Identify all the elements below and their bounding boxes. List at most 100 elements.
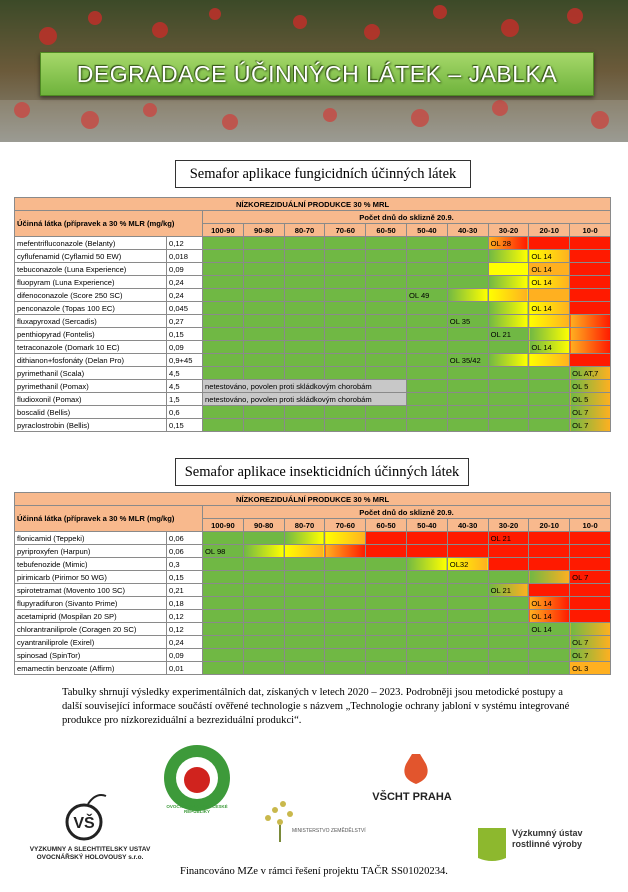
- column-header: 50-40: [405, 223, 448, 237]
- semaphore-cell: [202, 301, 244, 315]
- semaphore-cell: [242, 544, 285, 558]
- semaphore-cell: OL32: [446, 557, 489, 571]
- semaphore-cell: [528, 288, 571, 302]
- logo-text: VÝZKUMNÝ A ŠLECHTITELSKÝ ÚSTAV OVOCNÁŘSK…: [29, 846, 151, 861]
- semaphore-cell: [324, 583, 367, 597]
- semaphore-cell: [569, 557, 612, 571]
- semaphore-cell: [242, 288, 285, 302]
- semaphore-cell: [405, 353, 448, 367]
- row: tetraconazole (Domark 10 EC) 0,09 OL 14: [14, 340, 612, 354]
- semaphore-cell: [446, 379, 489, 393]
- semaphore-cell: [487, 301, 530, 315]
- semaphore-cell: [446, 583, 489, 597]
- semaphore-cell: [487, 622, 530, 636]
- semaphore-cell: OL 14: [528, 340, 571, 354]
- semaphore-cell: [324, 262, 367, 276]
- semaphore-cell: OL 98: [202, 544, 244, 558]
- semaphore-cell: [569, 596, 612, 610]
- row: tebufenozide (Mimic) 0,3 OL32: [14, 557, 612, 571]
- semaphore-cell: [324, 301, 367, 315]
- mrl-value: 4,5: [166, 366, 203, 380]
- semaphore-cell: [446, 327, 489, 341]
- semaphore-cell: [528, 583, 571, 597]
- semaphore-cell: [324, 353, 367, 367]
- semaphore-cell: OL 14: [528, 249, 571, 263]
- row: difenoconazole (Score 250 SC) 0,24 OL 49: [14, 288, 612, 302]
- mrl-value: 0,15: [166, 327, 203, 341]
- mrl-value: 0,18: [166, 596, 203, 610]
- mrl-value: 0,09: [166, 262, 203, 276]
- semaphore-cell: OL 21: [487, 531, 530, 545]
- semaphore-cell: [242, 236, 285, 250]
- semaphore-cell: [405, 314, 448, 328]
- semaphore-cell: [446, 622, 489, 636]
- semaphore-cell: [487, 262, 530, 276]
- semaphore-cell: [528, 418, 571, 432]
- semaphore-cell: [528, 353, 571, 367]
- semaphore-cell: [365, 301, 407, 315]
- semaphore-cell: [242, 366, 285, 380]
- column-header: 60-50: [365, 518, 407, 532]
- logos: VŠ VÝZKUMNÝ A ŠLECHTITELSKÝ ÚSTAV OVOCNÁ…: [29, 745, 583, 861]
- semaphore-cell: [528, 366, 571, 380]
- semaphore-cell: [446, 288, 489, 302]
- semaphore-cell: [446, 236, 489, 250]
- semaphore-cell: [283, 366, 326, 380]
- semaphore-cell: [405, 262, 448, 276]
- semaphore-cell: [528, 557, 571, 571]
- semaphore-cell: [324, 327, 367, 341]
- semaphore-cell: [242, 418, 285, 432]
- semaphore-cell: [569, 314, 612, 328]
- mrl-value: 0,09: [166, 648, 203, 662]
- semaphore-cell: [324, 340, 367, 354]
- semaphore-cell: OL 5: [569, 379, 612, 393]
- substance-name: penconazole (Topas 100 EC): [14, 301, 167, 315]
- semaphore-cell: [324, 609, 367, 623]
- substance-name: pyrimethanil (Scala): [14, 366, 167, 380]
- row: fluopyram (Luna Experience) 0,24 OL 14: [14, 275, 612, 289]
- substance-name: spinosad (SpinTor): [14, 648, 167, 662]
- semaphore-cell: [202, 531, 244, 545]
- semaphore-cell: [283, 353, 326, 367]
- banner-cell: NÍZKOREZIDUÁLNÍ PRODUKCE 30 % MRL: [13, 197, 612, 211]
- semaphore-cell: [242, 353, 285, 367]
- semaphore-cell: OL 7: [569, 418, 612, 432]
- semaphore-cell: [242, 635, 285, 649]
- semaphore-cell: [405, 609, 448, 623]
- semaphore-cell: [487, 366, 530, 380]
- semaphore-cell: [365, 648, 407, 662]
- substance-name: pirimicarb (Pirimor 50 WG): [14, 570, 167, 584]
- substance-header: Účinná látka (přípravek a 30 % MLR (mg/k…: [14, 210, 203, 237]
- mrl-value: 4,5: [166, 379, 203, 393]
- semaphore-cell: OL 7: [569, 405, 612, 419]
- mrl-value: 1,5: [166, 392, 203, 406]
- semaphore-cell: [487, 288, 530, 302]
- summary-text: Tabulky shrnují výsledky experimentálníc…: [62, 687, 570, 726]
- row: acetamiprid (Mospilan 20 SP) 0,12 OL 14: [14, 609, 612, 623]
- semaphore-cell: [242, 622, 285, 636]
- semaphore-cell: [202, 570, 244, 584]
- semaphore-cell: [283, 531, 326, 545]
- header-row: Účinná látka (přípravek a 30 % MLR (mg/k…: [14, 210, 612, 237]
- header-row: Účinná látka (přípravek a 30 % MLR (mg/k…: [14, 505, 612, 532]
- semaphore-cell: [202, 314, 244, 328]
- semaphore-cell: [405, 557, 448, 571]
- semaphore-cell: [365, 249, 407, 263]
- row: dithianon+fosfonáty (Delan Pro) 0,9+45 OL …: [14, 353, 612, 367]
- row: chlorantraniliprole (Coragen 20 SC) 0,12 O…: [14, 622, 612, 636]
- semaphore-cell: [569, 544, 612, 558]
- vurv-logo: Výzkumný ústav rostlinné výroby: [478, 828, 583, 861]
- mrl-value: 0,018: [166, 249, 203, 263]
- semaphore-cell: OL 7: [569, 635, 612, 649]
- semaphore-cell: [487, 275, 530, 289]
- column-header: 30-20: [487, 518, 530, 532]
- row: pyrimethanil (Scala) 4,5 OL AT,7: [14, 366, 612, 380]
- semaphore-cell: [528, 570, 571, 584]
- semaphore-cell: [446, 405, 489, 419]
- semaphore-cell: [405, 570, 448, 584]
- semaphore-cell: [365, 340, 407, 354]
- row: spirotetramat (Movento 100 SC) 0,21 OL 21: [14, 583, 612, 597]
- semaphore-cell: [283, 275, 326, 289]
- substance-name: cyantraniliprole (Exirel): [14, 635, 167, 649]
